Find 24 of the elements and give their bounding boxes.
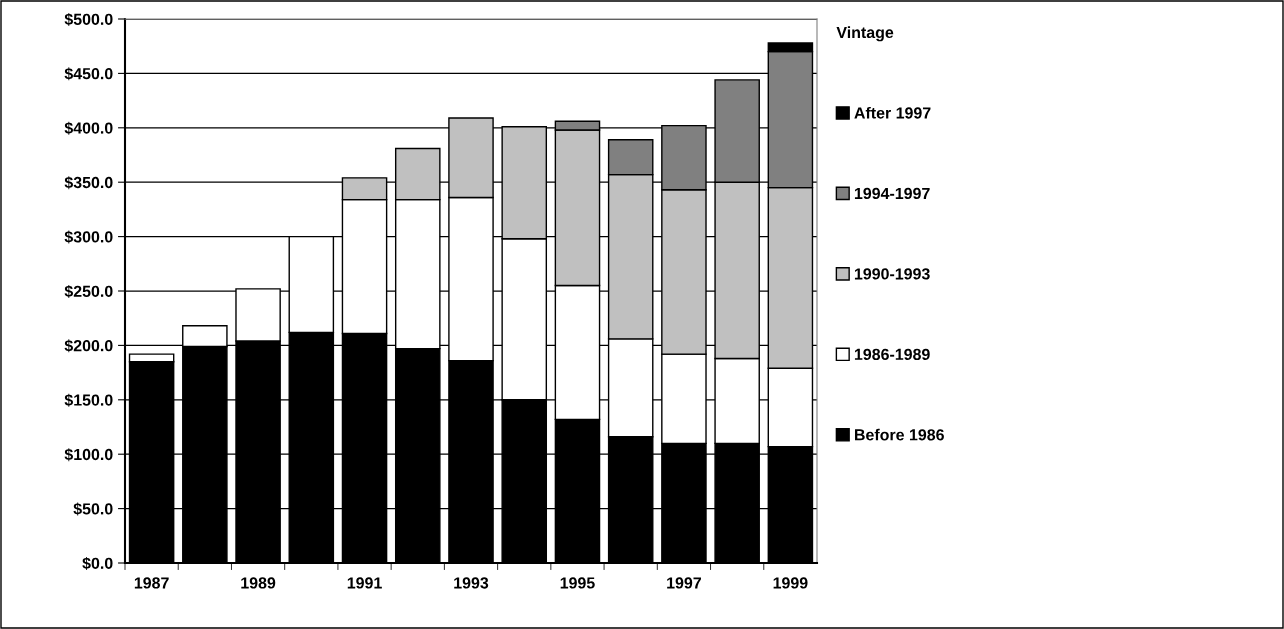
x-tick-label: 1997 (667, 577, 701, 589)
legend-label: Before 1986 (855, 428, 944, 441)
legend-label: 1994-1997 (854, 187, 930, 200)
y-tick-label: $450.0 (64, 67, 113, 81)
y-tick-label: $0.0 (82, 556, 113, 570)
y-tick-label: $300.0 (64, 230, 113, 244)
legend-label: 1986-1989 (854, 348, 930, 361)
y-tick-label: $400.0 (64, 121, 113, 135)
y-tick-label: $100.0 (64, 448, 113, 462)
y-tick-label: $350.0 (64, 176, 113, 190)
x-tick-label: 1987 (134, 577, 169, 589)
legend-title: Vintage (836, 26, 894, 42)
x-tick-label: 1991 (347, 577, 382, 589)
y-tick-label: $50.0 (73, 502, 113, 516)
legend-label: After 1997 (854, 106, 931, 119)
y-tick-label: $150.0 (64, 393, 113, 407)
y-tick-label: $200.0 (64, 339, 113, 353)
x-tick-label: 1989 (241, 577, 276, 589)
y-tick-label: $500.0 (64, 12, 113, 26)
y-tick-label: $250.0 (64, 284, 113, 298)
x-tick-label: 1999 (773, 577, 808, 589)
legend-label: 1990-1993 (854, 268, 930, 280)
x-tick-label: 1993 (454, 577, 489, 589)
x-tick-label: 1995 (560, 577, 595, 589)
